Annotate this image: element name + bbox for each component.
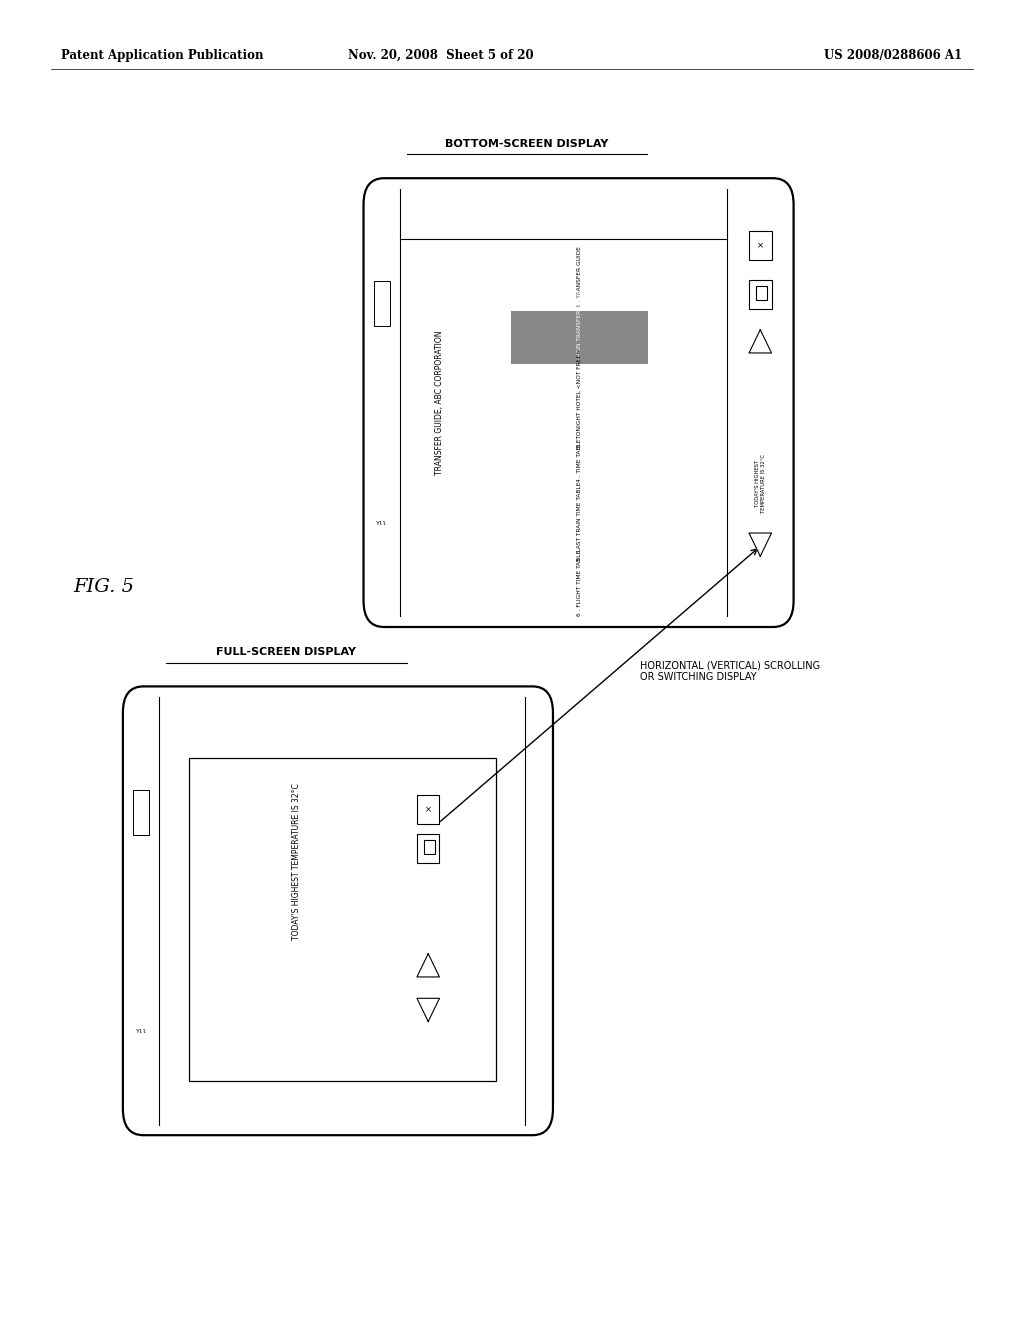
- Bar: [133, 789, 150, 834]
- Bar: [417, 796, 439, 825]
- Bar: [374, 281, 390, 326]
- Text: Patent Application Publication: Patent Application Publication: [61, 49, 264, 62]
- Bar: [417, 834, 439, 863]
- Text: HORIZONTAL (VERTICAL) SCROLLING
OR SWITCHING DISPLAY: HORIZONTAL (VERTICAL) SCROLLING OR SWITC…: [640, 661, 820, 682]
- Text: TODAY'S HIGHEST TEMPERATURE IS 32°C: TODAY'S HIGHEST TEMPERATURE IS 32°C: [292, 783, 301, 940]
- FancyBboxPatch shape: [123, 686, 553, 1135]
- Text: BOTTOM-SCREEN DISPLAY: BOTTOM-SCREEN DISPLAY: [445, 139, 608, 149]
- Text: 3 . TONIGHT HOTEL <NOT FREE>: 3 . TONIGHT HOTEL <NOT FREE>: [578, 350, 583, 449]
- Text: 5 . LAST TRAIN TIME TABLE: 5 . LAST TRAIN TIME TABLE: [578, 482, 583, 561]
- Text: 4 . TIME TABLE: 4 . TIME TABLE: [578, 438, 583, 482]
- Text: FIG. 5: FIG. 5: [74, 578, 135, 597]
- Text: 6 . FLIGHT TIME TABLE: 6 . FLIGHT TIME TABLE: [578, 550, 583, 616]
- Text: TRANSFER GUIDE, ABC CORPORATION: TRANSFER GUIDE, ABC CORPORATION: [435, 330, 443, 475]
- Polygon shape: [749, 330, 771, 352]
- FancyBboxPatch shape: [364, 178, 794, 627]
- Bar: [749, 280, 771, 309]
- Text: Yll: Yll: [376, 521, 387, 527]
- Text: Yll: Yll: [135, 1030, 146, 1035]
- Polygon shape: [417, 954, 439, 977]
- Text: ×: ×: [757, 242, 764, 249]
- Bar: [188, 758, 496, 1081]
- Bar: [511, 312, 648, 363]
- Text: FULL-SCREEN DISPLAY: FULL-SCREEN DISPLAY: [216, 647, 356, 657]
- Polygon shape: [749, 533, 771, 556]
- Text: Nov. 20, 2008  Sheet 5 of 20: Nov. 20, 2008 Sheet 5 of 20: [347, 49, 534, 62]
- Polygon shape: [417, 998, 439, 1022]
- Text: US 2008/0288606 A1: US 2008/0288606 A1: [824, 49, 963, 62]
- Text: 1 . TRANSFER GUIDE: 1 . TRANSFER GUIDE: [578, 246, 583, 306]
- Bar: [749, 231, 771, 260]
- Bar: [424, 841, 435, 854]
- Text: TODAY'S HIGHEST
TEMPERATURE IS 32°C: TODAY'S HIGHEST TEMPERATURE IS 32°C: [755, 454, 766, 513]
- Text: 2 . LAST TRAIN TRANSFER GUIDE: 2 . LAST TRAIN TRANSFER GUIDE: [578, 289, 583, 385]
- Text: ×: ×: [425, 805, 432, 814]
- Bar: [757, 286, 767, 300]
